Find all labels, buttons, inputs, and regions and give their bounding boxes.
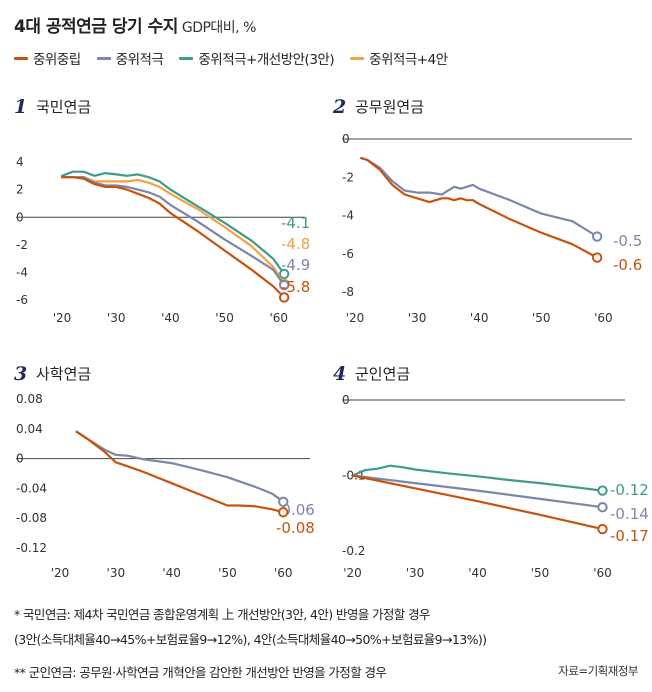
series-end-label: -0.17 [610,527,649,545]
legend-swatch [14,56,28,60]
series-line [75,430,285,503]
series-end-label: -0.08 [276,519,315,537]
series-line [60,176,286,299]
y-tick-label: -0.2 [342,544,365,558]
legend-item-neutral: 중위중립 [14,48,81,68]
series-end-marker [278,279,290,291]
legend-item-plan4: 중위적극+4안 [350,48,448,68]
y-tick-label: 2 [16,183,24,197]
x-tick-label: '60 [274,566,293,580]
series-line [351,474,604,509]
panel-title: 국민연금 [36,98,91,116]
panel-number: 3 [14,363,27,385]
legend-label: 중위적극+개선방안(3안) [198,52,335,68]
series-end-label: -4.8 [281,235,310,253]
charts-canvas: 1 국민연금420-2-4-6'20'30'40'50'60-4.1-4.8-4.… [14,96,649,580]
y-tick-label: 4 [16,155,24,169]
x-tick-label: '30 [406,566,425,580]
series-end-marker [278,292,290,303]
series-end-label: -5.8 [281,278,310,296]
series-end-label: -0.6 [613,256,642,274]
series-end-marker [597,485,608,496]
series-end-marker [597,523,608,535]
legend-item-active: 중위적극 [96,48,164,68]
series-end-marker [591,252,603,263]
y-tick-label: -6 [342,247,354,261]
series-end-label: -0.5 [613,232,642,250]
x-tick-label: '30 [408,311,427,325]
y-tick-label: 0.08 [16,392,43,406]
legend-item-plan3: 중위적극+개선방안(3안) [179,48,335,68]
x-tick-label: '30 [107,311,126,325]
series-end-marker [591,231,603,242]
panel-title: 공무원연금 [355,98,424,116]
series-line [60,176,286,287]
x-tick-label: '20 [346,311,365,325]
series-line [351,474,604,531]
legend-swatch [96,56,111,60]
x-tick-label: '20 [51,566,70,580]
source-credit: 자료=기획재정부 [558,664,638,678]
x-tick-label: '60 [593,566,612,580]
y-tick-label: -0.12 [16,541,47,555]
x-tick-label: '60 [594,311,613,325]
x-tick-label: '40 [468,566,487,580]
y-tick-label: -2 [342,170,354,184]
series-end-marker [278,268,290,280]
series-line [360,157,599,238]
footnote-2: (3안(소득대체율40→45%+보험료율9→12%), 4안(소득대체율40→5… [14,632,487,647]
y-tick-label: -6 [16,293,28,307]
series-end-label: -0.12 [610,481,649,499]
chart-title-text: 4대 공적연금 당기 수지 [14,17,178,37]
series-end-label: -0.14 [610,505,649,523]
y-tick-label: -8 [342,285,354,299]
x-tick-label: '20 [343,566,362,580]
x-tick-label: '40 [161,311,180,325]
chart-subtitle: GDP대비, % [181,20,257,36]
series-line [351,464,604,492]
footnote-3: ** 군인연금: 공무원·사학연금 개혁안을 감안한 개선방안 반영을 가정할 … [14,665,387,680]
y-tick-label: -0.08 [16,511,47,525]
x-tick-label: '20 [53,311,72,325]
y-tick-label: 0.04 [16,422,43,436]
legend-label: 중위적극 [115,52,164,68]
series-line [75,430,285,514]
series-end-label: -4.9 [281,256,310,274]
series-end-label: -4.1 [281,214,310,232]
legend-swatch [179,56,194,60]
panel-title: 사학연금 [36,365,91,383]
series-line [60,170,286,276]
y-tick-label: -4 [16,266,28,280]
x-tick-label: '50 [218,566,237,580]
y-tick-label: -0.04 [16,481,47,495]
chart-title: 4대 공적연금 당기 수지 GDP대비, % [14,12,256,37]
legend-label: 중위중립 [33,52,81,68]
x-tick-label: '40 [470,311,489,325]
series-end-marker [597,502,608,513]
series-line [360,157,599,259]
panel-number: 4 [333,363,346,385]
y-tick-label: -2 [16,238,28,252]
series-end-marker [278,507,289,518]
x-tick-label: '50 [532,311,551,325]
legend: 중위중립 중위적극 중위적극+개선방안(3안) 중위적극+4안 [14,48,448,68]
y-tick-label: -4 [342,209,354,223]
panel-number: 1 [14,96,27,118]
x-tick-label: '40 [162,566,181,580]
x-tick-label: '50 [531,566,550,580]
footnote-1: * 국민연금: 제4차 국민연금 종합운영계획 上 개선방안(3안, 4안) 반… [14,607,430,622]
panel-number: 2 [332,96,346,118]
x-tick-label: '60 [269,311,288,325]
x-tick-label: '50 [215,311,234,325]
series-end-marker [278,496,289,508]
series-line [60,176,286,285]
legend-label: 중위적극+4안 [369,52,448,68]
legend-swatch [350,56,365,60]
x-tick-label: '30 [107,566,126,580]
panel-title: 군인연금 [355,365,410,383]
